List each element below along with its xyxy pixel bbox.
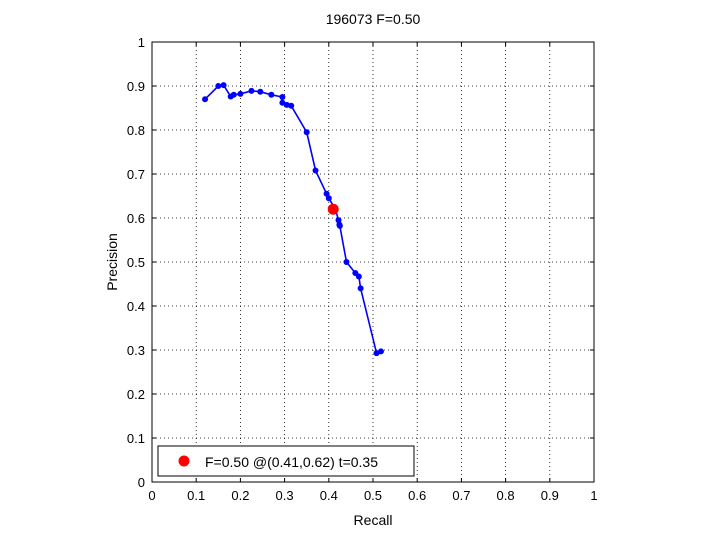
- y-tick-label: 0.5: [127, 255, 145, 270]
- data-point: [288, 102, 295, 109]
- y-tick-label: 0.8: [127, 123, 145, 138]
- y-tick-label: 0.4: [127, 299, 145, 314]
- y-tick-label: 0.7: [127, 167, 145, 182]
- data-point: [377, 348, 384, 355]
- y-tick-label: 1: [138, 35, 145, 50]
- data-point: [257, 88, 264, 95]
- grid: [152, 42, 594, 482]
- series-group: [202, 82, 384, 357]
- x-tick-label: 0: [148, 488, 155, 503]
- data-point: [325, 195, 332, 202]
- legend-label: F=0.50 @(0.41,0.62) t=0.35: [205, 454, 378, 470]
- data-point: [215, 83, 222, 89]
- data-point: [220, 82, 227, 89]
- y-tick-label: 0.1: [127, 431, 145, 446]
- y-tick-label: 0: [138, 475, 145, 490]
- x-tick-label: 0.6: [408, 488, 426, 503]
- y-tick-labels: 0 0.1 0.2 0.3 0.4 0.5 0.6 0.7 0.8 0.9 1: [127, 35, 145, 490]
- x-tick-label: 0.1: [187, 488, 205, 503]
- best-f-point: [327, 203, 339, 215]
- highlight-group: [327, 203, 339, 215]
- legend-marker: [178, 455, 190, 467]
- data-point: [312, 167, 319, 174]
- data-point: [279, 99, 286, 106]
- x-tick-label: 0.4: [320, 488, 338, 503]
- data-point: [343, 259, 350, 265]
- y-tick-label: 0.3: [127, 343, 145, 358]
- data-point: [357, 285, 364, 292]
- x-tick-labels: 0 0.1 0.2 0.3 0.4 0.5 0.6 0.7 0.8 0.9 1: [148, 488, 597, 503]
- x-axis-label: Recall: [354, 512, 393, 528]
- data-point: [237, 90, 244, 97]
- data-point: [248, 87, 255, 94]
- y-tick-label: 0.9: [127, 79, 145, 94]
- x-tick-label: 0.8: [497, 488, 515, 503]
- y-axis-label: Precision: [104, 233, 120, 291]
- data-point: [336, 222, 343, 229]
- x-tick-label: 0.2: [231, 488, 249, 503]
- x-tick-label: 0.7: [452, 488, 470, 503]
- x-tick-label: 1: [590, 488, 597, 503]
- data-point: [230, 91, 237, 98]
- data-point: [303, 129, 310, 136]
- data-point: [268, 91, 275, 98]
- legend: F=0.50 @(0.41,0.62) t=0.35: [157, 445, 415, 477]
- y-tick-label: 0.6: [127, 211, 145, 226]
- y-tick-label: 0.2: [127, 387, 145, 402]
- data-point: [355, 273, 362, 280]
- legend-box: [157, 445, 415, 477]
- x-tick-label: 0.9: [541, 488, 559, 503]
- x-tick-label: 0.5: [364, 488, 382, 503]
- data-point: [202, 96, 209, 103]
- chart-title: 196073 F=0.50: [326, 11, 421, 27]
- data-point: [279, 94, 286, 100]
- x-tick-label: 0.3: [276, 488, 294, 503]
- plot-frame: [151, 41, 595, 483]
